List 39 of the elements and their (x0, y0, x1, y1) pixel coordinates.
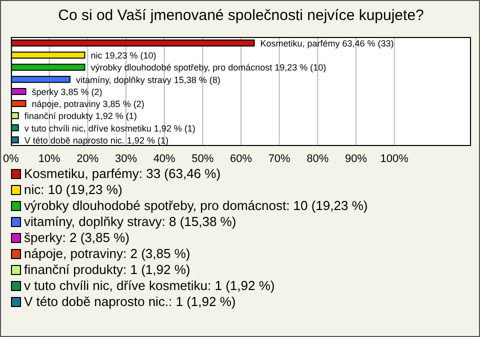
x-tick-label: 80% (306, 152, 329, 165)
x-tick-label: 90% (344, 152, 368, 165)
x-tick-label: 60% (230, 152, 252, 165)
x-tick-label: 40% (153, 152, 176, 165)
text: nápoje, potraviny: 2 (3,85 %) (24, 246, 190, 262)
text: finanční produkty: 1 (1,92 %) (24, 262, 190, 278)
category-label: nápoje, potraviny 3,85 % (2) (32, 99, 144, 110)
category-label: v tuto chvíli nic, dříve kosmetiku 1,92 % (1) (24, 123, 196, 134)
x-tick-label: 30% (114, 152, 138, 165)
text: výrobky dlouhodobé spotřeby, pro domácnost: 10 (19,23 %) (24, 198, 368, 214)
bar (11, 64, 86, 71)
category-label: finanční produkty 1,92 % (1) (24, 111, 137, 122)
bar (11, 76, 70, 83)
x-tick-label: 0% (3, 152, 20, 165)
x-tick-label: 70% (268, 152, 291, 165)
category-label: Kosmetiku, parfémy 63,46 % (33) (260, 38, 394, 48)
x-tick-label: 50% (192, 152, 214, 165)
category-label: nic 19,23 % (10) (90, 50, 156, 61)
text: nic: 10 (19,23 %) (24, 182, 122, 198)
x-tick-label: 20% (76, 152, 99, 165)
chart-title: Co si od Vaší jmenované společnosti nejvíce kupujete? (57, 7, 425, 24)
text: šperky: 2 (3,85 %) (24, 230, 130, 246)
text: v tuto chvíli nic, dříve kosmetiku: 1 (1,92 %) (24, 278, 275, 294)
bar (11, 124, 19, 132)
bar (11, 136, 19, 144)
bar (11, 112, 19, 120)
bar (11, 88, 26, 95)
bar (11, 40, 255, 46)
category-label: výrobky dlouhodobé spotřeby, pro domácnost 19,23 % (10) (90, 62, 326, 73)
text: Kosmetiku, parfémy: 33 (63,46 %) (24, 166, 221, 182)
category-label: V této době naprosto nic. 1,92 % (1) (24, 135, 168, 146)
bar (11, 52, 86, 59)
x-tick-label: 10% (38, 152, 61, 165)
category-label: vitamíny, doplňky stravy 15,38 % (8) (76, 74, 220, 85)
bar (11, 100, 26, 108)
category-label: šperky 3,85 % (2) (32, 86, 102, 97)
text: vitamíny, doplňky stravy: 8 (15,38 %) (24, 214, 236, 230)
text: V této době naprosto nic.: 1 (1,92 %) (24, 294, 236, 310)
x-tick-label: 100% (380, 152, 409, 165)
